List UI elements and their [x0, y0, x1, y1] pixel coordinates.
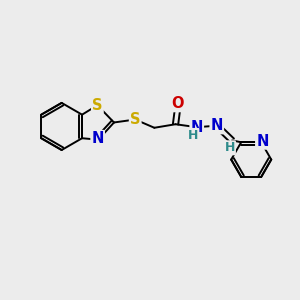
Text: N: N — [256, 134, 268, 148]
Text: S: S — [130, 112, 140, 127]
Text: H: H — [224, 141, 235, 154]
Text: N: N — [190, 120, 203, 135]
Text: N: N — [92, 131, 104, 146]
Text: H: H — [188, 129, 198, 142]
Text: N: N — [211, 118, 223, 133]
Text: S: S — [92, 98, 103, 113]
Text: O: O — [172, 96, 184, 111]
